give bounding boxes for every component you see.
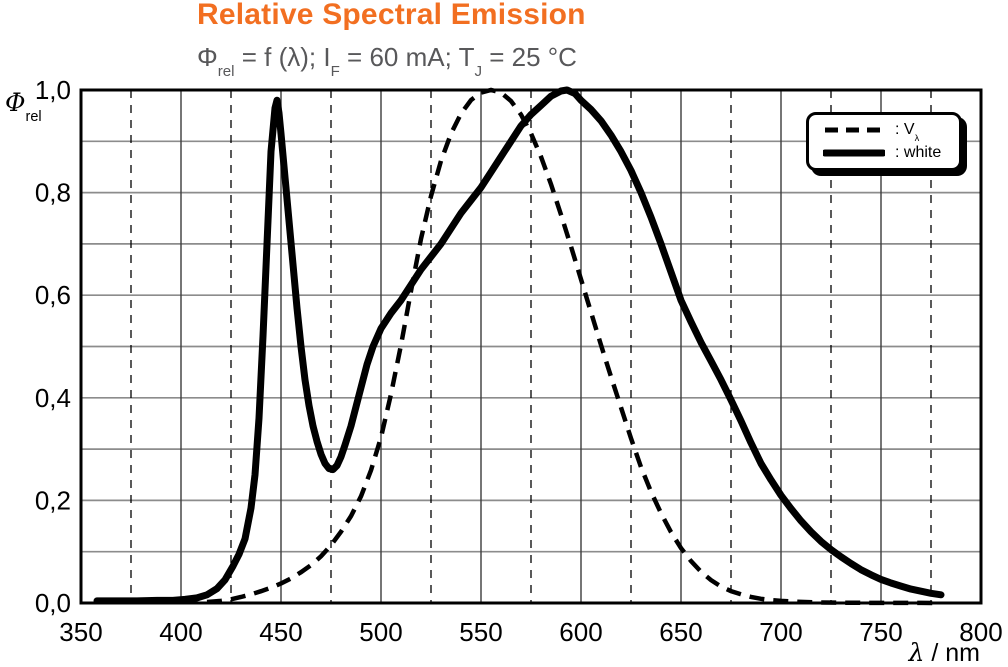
solid-line-sample-icon bbox=[823, 149, 885, 157]
y-tick-label: 0,8 bbox=[35, 178, 71, 208]
dashed-line-sample-icon bbox=[825, 127, 883, 133]
x-tick-label: 650 bbox=[659, 617, 702, 647]
text-part: : white bbox=[895, 144, 942, 161]
text-part: rel bbox=[25, 108, 42, 125]
y-tick-label: 0,0 bbox=[35, 588, 71, 618]
series-curve-V_lambda bbox=[206, 87, 942, 606]
text-part: = 25 °C bbox=[482, 42, 577, 72]
text-part: λ bbox=[908, 638, 925, 667]
x-tick-label: 800 bbox=[959, 617, 1002, 647]
y-axis-label: Φrel bbox=[5, 88, 42, 124]
legend-label: : white bbox=[895, 144, 941, 162]
x-tick-label: 600 bbox=[559, 617, 602, 647]
x-tick-label: 700 bbox=[759, 617, 802, 647]
x-tick-label: 450 bbox=[259, 617, 302, 647]
y-tick-label: 1,0 bbox=[35, 75, 71, 105]
y-tick-label: 0,4 bbox=[35, 383, 71, 413]
text-part: / nm bbox=[924, 639, 980, 667]
chart-subtitle: Φrel = f (λ); IF = 60 mA; TJ = 25 °C bbox=[197, 42, 577, 79]
x-tick-label: 550 bbox=[459, 617, 502, 647]
text-part: = f (λ); I bbox=[234, 42, 331, 72]
text-part: = 60 mA; T bbox=[339, 42, 475, 72]
legend-item-vlambda: : Vλ bbox=[823, 121, 959, 142]
x-axis-label: λ / nm bbox=[909, 638, 980, 667]
series-curve-white bbox=[93, 86, 945, 605]
x-tick-label: 400 bbox=[159, 617, 202, 647]
y-tick-label: 0,6 bbox=[35, 280, 71, 310]
y-tick-label: 0,2 bbox=[35, 485, 71, 515]
text-part: Φ bbox=[5, 88, 26, 117]
text-part: J bbox=[474, 62, 482, 80]
legend-item-white: : white bbox=[823, 144, 959, 162]
text-part: Φ bbox=[197, 42, 218, 72]
x-tick-label: 750 bbox=[859, 617, 902, 647]
x-tick-label: 350 bbox=[59, 617, 102, 647]
legend-label: : Vλ bbox=[895, 121, 919, 142]
text-part: : V bbox=[895, 121, 915, 138]
text-part: rel bbox=[217, 62, 235, 80]
plot-frame bbox=[79, 88, 983, 605]
chart-title: Relative Spectral Emission bbox=[197, 0, 586, 31]
x-tick-label: 500 bbox=[359, 617, 402, 647]
legend: : Vλ: white bbox=[806, 112, 962, 171]
text-part: λ bbox=[914, 132, 920, 143]
text-part: F bbox=[330, 62, 340, 80]
